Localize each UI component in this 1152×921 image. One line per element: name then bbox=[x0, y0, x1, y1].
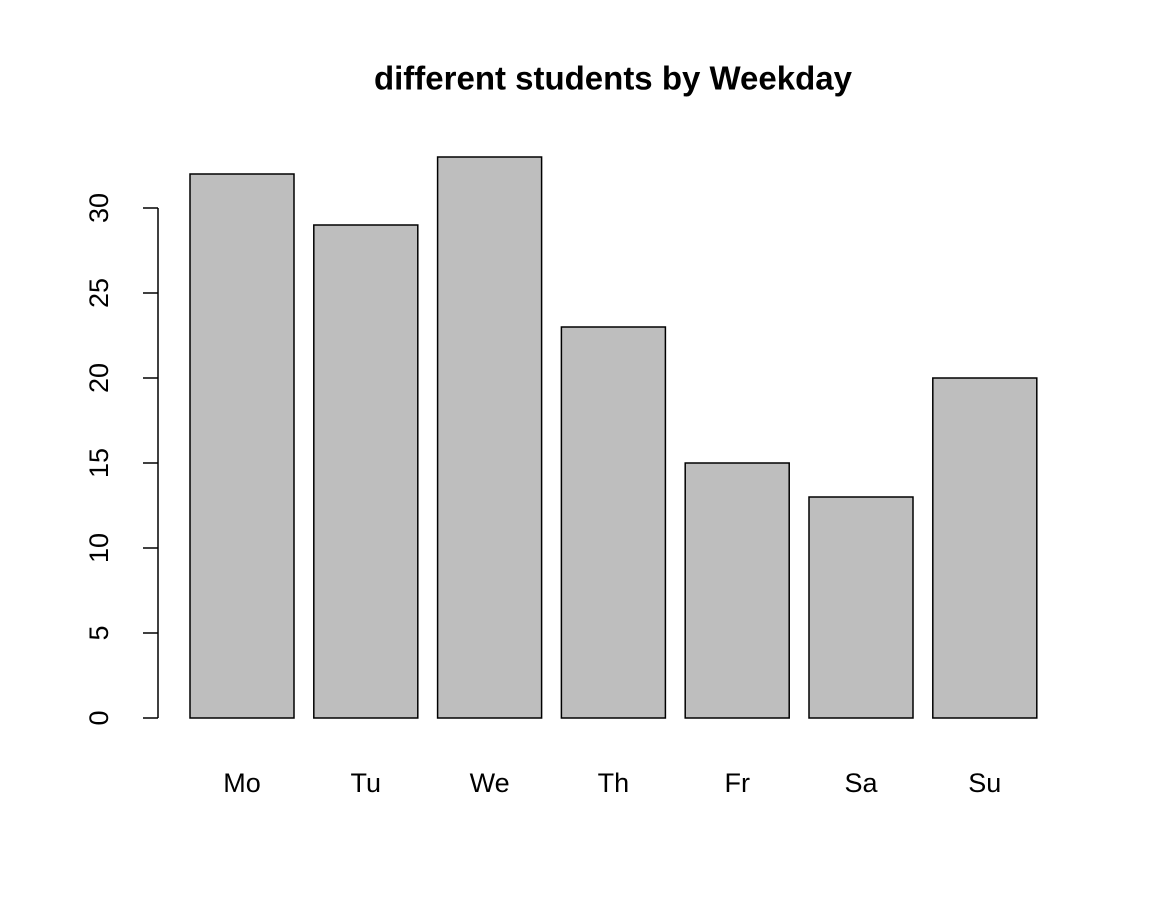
x-tick-label: Fr bbox=[724, 768, 749, 798]
x-tick-label: Tu bbox=[351, 768, 382, 798]
y-tick-label: 0 bbox=[84, 710, 114, 725]
bar bbox=[313, 224, 419, 719]
y-tick-label: 25 bbox=[84, 278, 114, 308]
y-tick-label: 10 bbox=[84, 533, 114, 563]
x-tick-label: Su bbox=[968, 768, 1001, 798]
bar bbox=[560, 326, 667, 719]
x-tick-label: Th bbox=[598, 768, 630, 798]
y-tick-label: 20 bbox=[84, 363, 114, 393]
bar bbox=[808, 496, 914, 719]
x-tick-label: Sa bbox=[844, 768, 878, 798]
x-tick-label: Mo bbox=[223, 768, 261, 798]
chart-title: different students by Weekday bbox=[374, 60, 853, 97]
y-tick-label: 5 bbox=[84, 625, 114, 640]
y-tick-label: 15 bbox=[84, 448, 114, 478]
bar bbox=[189, 173, 295, 719]
y-tick-label: 30 bbox=[84, 193, 114, 223]
bar bbox=[932, 377, 1038, 719]
bar bbox=[684, 462, 790, 719]
x-tick-label: We bbox=[470, 768, 510, 798]
bar bbox=[436, 156, 543, 719]
